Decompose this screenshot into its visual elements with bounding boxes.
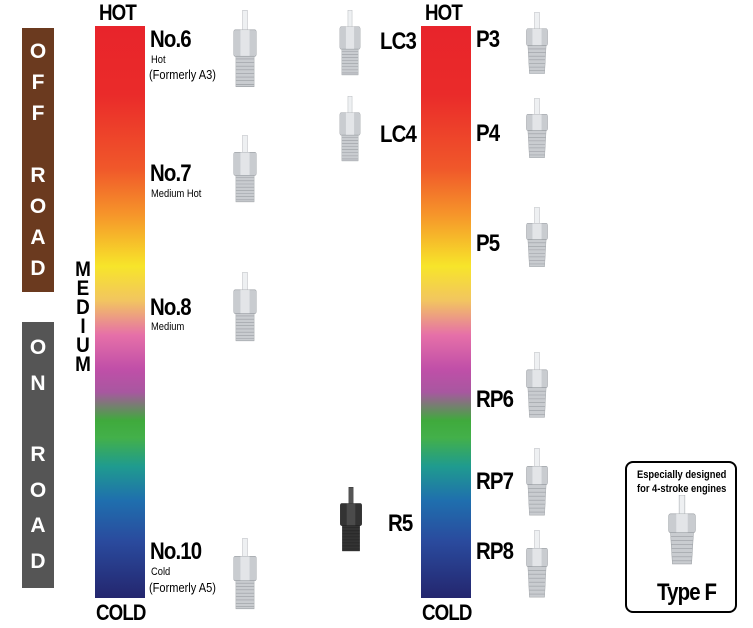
plug-no6-image (226, 9, 264, 88)
plug-rp8-image (518, 529, 556, 602)
plug-rp6-image (518, 351, 556, 422)
plug-lc4-image (333, 95, 367, 162)
letter: D (76, 296, 90, 319)
plug-no7-desc: Medium Hot (151, 188, 202, 200)
plug-no6-note: (Formerly A3) (149, 67, 216, 82)
plug-no8-desc: Medium (151, 321, 185, 333)
plug-lc4-name: LC4 (380, 121, 417, 148)
type-f-name: Type F (657, 579, 717, 606)
plug-no8-image (226, 271, 264, 342)
letter: R (30, 442, 46, 466)
plug-rp8-name: RP8 (476, 538, 514, 565)
letter: I (80, 315, 86, 338)
letter: D (30, 256, 46, 280)
letter: O (29, 478, 47, 502)
plug-rp7-name: RP7 (476, 468, 514, 495)
left-heat-gradient-bar (95, 26, 145, 598)
plug-no10-name: No.10 (150, 538, 202, 565)
plug-r5-name: R5 (388, 510, 413, 537)
plug-no6-desc: Hot (151, 54, 166, 66)
plug-no10-image (226, 537, 264, 610)
plug-type-f-image (658, 494, 706, 569)
letter: O (29, 39, 47, 63)
letter: E (76, 277, 90, 300)
type-f-caption-line2: for 4-stroke engines (637, 483, 727, 495)
plug-no6-name: No.6 (150, 26, 192, 53)
letter: O (29, 194, 47, 218)
left-cold-label: COLD (96, 600, 146, 625)
letter: A (30, 225, 46, 249)
letter (35, 133, 41, 157)
letter: N (30, 371, 46, 395)
letter: M (75, 353, 91, 376)
letter: U (76, 334, 90, 357)
plug-p3-name: P3 (476, 26, 500, 53)
plug-p4-image (518, 97, 556, 162)
plug-no8-name: No.8 (150, 294, 192, 321)
letter: A (30, 514, 46, 538)
letter: M (75, 258, 91, 281)
letter: D (30, 550, 46, 574)
plug-no10-note: (Formerly A5) (149, 580, 216, 595)
right-hot-label: HOT (425, 0, 463, 25)
plug-no7-name: No.7 (150, 160, 192, 187)
plug-p3-image (518, 11, 556, 78)
right-cold-label: COLD (422, 600, 472, 625)
type-f-box: Especially designed for 4-stroke engines… (625, 461, 737, 613)
plug-rp7-image (518, 447, 556, 520)
type-f-caption-line1: Especially designed (637, 469, 727, 481)
letter: R (30, 163, 46, 187)
plug-lc3-name: LC3 (380, 28, 417, 55)
right-heat-gradient-bar (421, 26, 471, 598)
plug-p4-name: P4 (476, 120, 500, 147)
letter: F (31, 101, 45, 125)
plug-p5-image (518, 206, 556, 271)
plug-rp6-name: RP6 (476, 386, 514, 413)
plug-no10-desc: Cold (151, 566, 171, 578)
letter: O (29, 335, 47, 359)
plug-r5-image (333, 486, 369, 552)
left-hot-label: HOT (99, 0, 137, 25)
plug-no7-image (226, 134, 264, 203)
letter (35, 407, 41, 431)
letter: F (31, 70, 45, 94)
plug-lc3-image (333, 9, 367, 76)
plug-p5-name: P5 (476, 230, 500, 257)
